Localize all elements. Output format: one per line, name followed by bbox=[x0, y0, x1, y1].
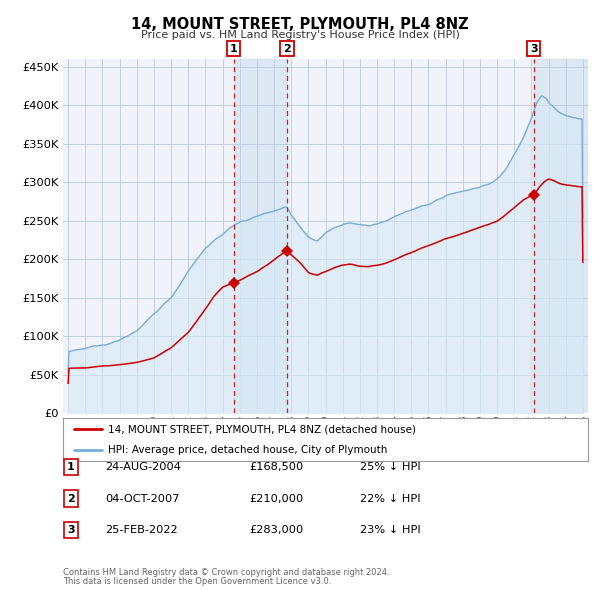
Text: 3: 3 bbox=[67, 525, 74, 535]
Text: 14, MOUNT STREET, PLYMOUTH, PL4 8NZ (detached house): 14, MOUNT STREET, PLYMOUTH, PL4 8NZ (det… bbox=[107, 424, 416, 434]
Text: This data is licensed under the Open Government Licence v3.0.: This data is licensed under the Open Gov… bbox=[63, 578, 331, 586]
Text: Price paid vs. HM Land Registry's House Price Index (HPI): Price paid vs. HM Land Registry's House … bbox=[140, 30, 460, 40]
Text: 23% ↓ HPI: 23% ↓ HPI bbox=[360, 525, 421, 535]
Text: 2: 2 bbox=[283, 44, 291, 54]
Text: 2: 2 bbox=[67, 494, 74, 503]
Text: 22% ↓ HPI: 22% ↓ HPI bbox=[360, 494, 421, 503]
Bar bbox=[534, 59, 588, 413]
Text: Contains HM Land Registry data © Crown copyright and database right 2024.: Contains HM Land Registry data © Crown c… bbox=[63, 568, 389, 577]
Text: 3: 3 bbox=[530, 44, 538, 54]
Text: 25% ↓ HPI: 25% ↓ HPI bbox=[360, 463, 421, 472]
Text: £283,000: £283,000 bbox=[249, 525, 303, 535]
Text: 1: 1 bbox=[67, 463, 74, 472]
Text: 24-AUG-2004: 24-AUG-2004 bbox=[105, 463, 181, 472]
Text: 1: 1 bbox=[230, 44, 238, 54]
Bar bbox=[233, 59, 287, 413]
Text: 04-OCT-2007: 04-OCT-2007 bbox=[105, 494, 179, 503]
Text: 25-FEB-2022: 25-FEB-2022 bbox=[105, 525, 178, 535]
Text: £210,000: £210,000 bbox=[249, 494, 303, 503]
Text: 14, MOUNT STREET, PLYMOUTH, PL4 8NZ: 14, MOUNT STREET, PLYMOUTH, PL4 8NZ bbox=[131, 17, 469, 31]
Text: £168,500: £168,500 bbox=[249, 463, 303, 472]
Text: HPI: Average price, detached house, City of Plymouth: HPI: Average price, detached house, City… bbox=[107, 445, 387, 455]
